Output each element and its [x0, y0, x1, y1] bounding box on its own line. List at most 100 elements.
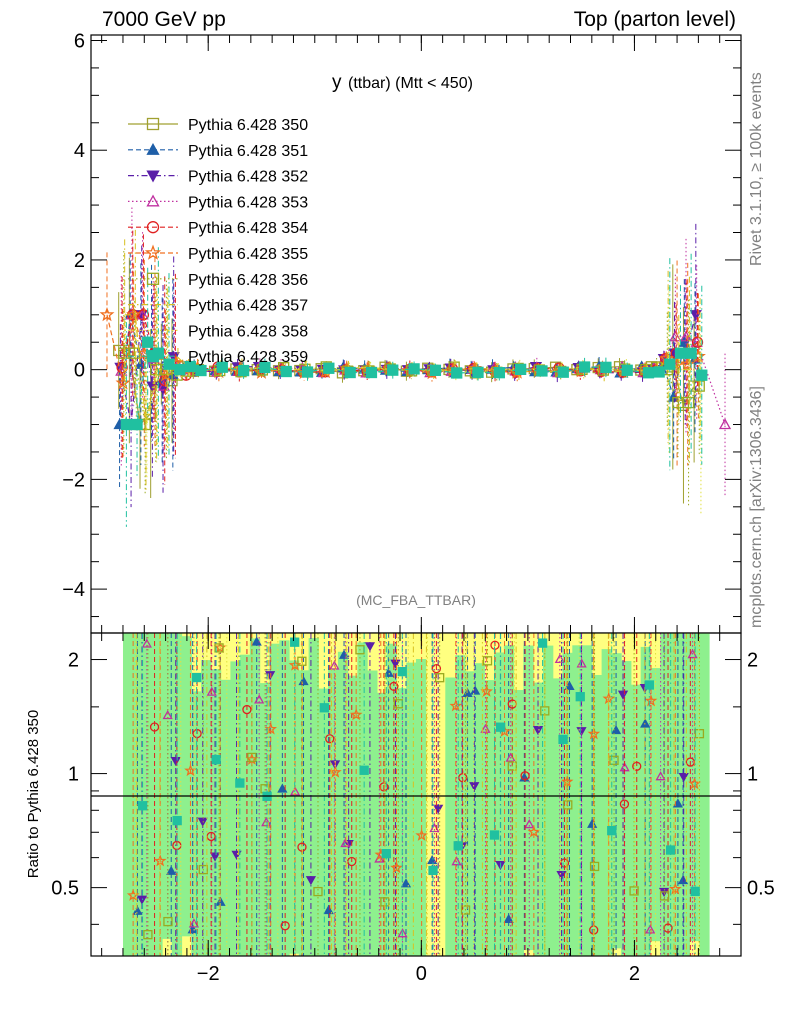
ratio-point	[364, 642, 376, 652]
data-point	[678, 335, 691, 347]
data-point	[142, 336, 154, 348]
ratio-point	[453, 841, 463, 851]
series-line-354	[121, 314, 698, 382]
ratio-green-band	[308, 638, 319, 956]
data-point	[174, 364, 186, 376]
ratio-point	[277, 783, 288, 793]
data-point	[642, 367, 655, 379]
ratio-green-band	[484, 680, 495, 956]
ratio-point	[451, 856, 462, 866]
legend-marker	[146, 142, 160, 155]
ratio-point	[313, 886, 323, 897]
ratio-data-layer	[122, 633, 710, 956]
ratio-point	[527, 825, 541, 838]
ratio-point	[678, 772, 689, 783]
ratio-point	[462, 687, 473, 698]
data-point	[429, 364, 442, 376]
data-point	[118, 347, 130, 359]
data-point	[259, 361, 271, 374]
data-point	[689, 310, 702, 322]
ratio-green-band	[464, 671, 476, 956]
ratio-green-band	[455, 655, 466, 956]
ratio-green-band	[240, 654, 251, 956]
ratio-point	[632, 761, 642, 771]
data-point	[493, 367, 505, 379]
ratio-point	[559, 858, 570, 868]
data-point	[137, 309, 150, 321]
data-point	[664, 358, 676, 370]
data-point	[131, 418, 143, 431]
data-point	[120, 418, 133, 431]
ratio-green-band	[621, 661, 632, 956]
data-point	[408, 363, 420, 375]
legend-label: Pythia 6.428 359	[188, 349, 308, 366]
ratio-point	[495, 722, 506, 732]
ratio-point	[132, 905, 143, 915]
data-point	[216, 361, 228, 373]
data-point	[365, 366, 378, 379]
ratio-point	[170, 756, 181, 767]
legend-marker	[146, 272, 160, 285]
ratio-point	[619, 799, 630, 809]
ratio-green-band	[347, 675, 358, 956]
ratio-point	[379, 782, 389, 792]
ratio-green-band	[406, 662, 417, 956]
ratio-green-band	[513, 690, 524, 956]
ratio-axis: 0.5 0.5 1 1 2 2 −2 0 2	[51, 633, 775, 985]
ratio-point	[390, 659, 401, 669]
ratio-green-band	[582, 645, 593, 956]
ratio-point	[609, 755, 619, 765]
ratio-point	[188, 918, 200, 928]
ratio-green-band	[601, 649, 612, 956]
legend-label: Pythia 6.428 357	[188, 298, 308, 315]
plot-title-sub: (ttbar) (Mtt < 450)	[348, 75, 473, 92]
ratio-y-tick-label: 2	[68, 650, 79, 672]
ratio-green-band	[220, 679, 231, 956]
y-tick-label: 2	[74, 250, 85, 272]
ratio-green-band	[396, 688, 407, 956]
data-point	[195, 364, 207, 377]
legend-marker	[144, 244, 162, 260]
data-point	[674, 347, 687, 359]
ratio-green-band	[445, 677, 456, 956]
ratio-y-tick-label-right: 1	[747, 764, 758, 786]
ratio-point	[209, 852, 221, 862]
legend-marker	[146, 117, 160, 131]
ratio-green-band	[269, 643, 280, 956]
data-point	[669, 330, 682, 342]
ratio-point	[645, 924, 656, 934]
ratio-point	[532, 726, 544, 736]
ratio-green-band	[611, 653, 622, 949]
y-tick-label: 6	[74, 30, 85, 52]
y-tick-label: 4	[74, 140, 85, 162]
ratio-point	[400, 878, 412, 888]
ratio-point	[576, 658, 587, 668]
ratio-point	[480, 684, 493, 697]
ratio-point	[136, 895, 148, 905]
ratio-point	[431, 663, 442, 674]
ratio-point	[563, 800, 573, 810]
main-data-layer	[99, 207, 732, 527]
ratio-point	[340, 837, 351, 848]
ratio-point	[589, 861, 600, 872]
ratio-green-band	[650, 668, 661, 942]
ratio-y-tick-label-right: 2	[747, 650, 758, 672]
legend-label: Pythia 6.428 358	[188, 323, 308, 340]
ratio-point	[482, 656, 493, 666]
legend-label: Pythia 6.428 350	[188, 117, 308, 134]
ratio-point	[489, 830, 500, 840]
data-point	[116, 361, 128, 374]
ratio-point	[214, 643, 224, 653]
ratio-green-band	[249, 638, 261, 956]
ratio-point	[319, 703, 330, 713]
ratio-point	[480, 723, 491, 733]
data-point	[237, 364, 250, 377]
ratio-point	[449, 699, 463, 712]
data-point	[128, 347, 141, 359]
ratio-point	[575, 692, 585, 702]
ratio-green-band	[640, 646, 651, 956]
ratio-point	[587, 727, 601, 740]
ratio-green-band	[123, 633, 134, 956]
ratio-green-band	[523, 645, 534, 951]
ratio-green-band	[416, 659, 427, 956]
